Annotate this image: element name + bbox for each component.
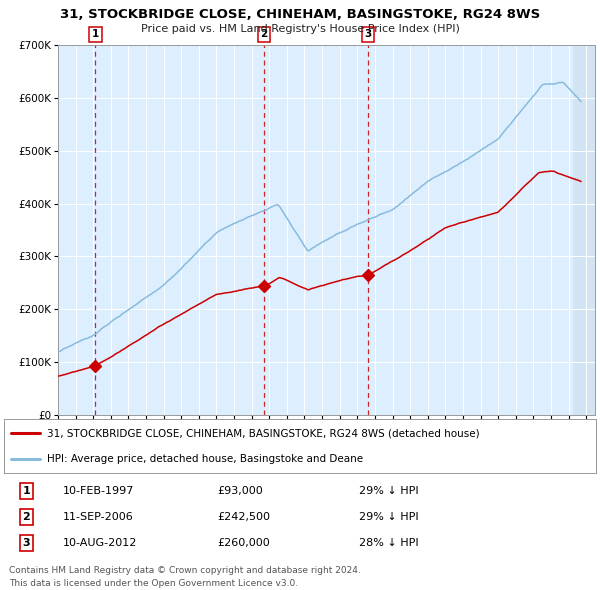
Text: £242,500: £242,500	[217, 512, 270, 522]
Text: 2: 2	[260, 30, 268, 40]
Text: 28% ↓ HPI: 28% ↓ HPI	[359, 538, 419, 548]
Text: HPI: Average price, detached house, Basingstoke and Deane: HPI: Average price, detached house, Basi…	[47, 454, 363, 464]
Text: 11-SEP-2006: 11-SEP-2006	[63, 512, 134, 522]
Bar	[573, 45, 600, 415]
Text: 31, STOCKBRIDGE CLOSE, CHINEHAM, BASINGSTOKE, RG24 8WS: 31, STOCKBRIDGE CLOSE, CHINEHAM, BASINGS…	[60, 8, 540, 21]
Text: This data is licensed under the Open Government Licence v3.0.: This data is licensed under the Open Gov…	[9, 579, 298, 588]
Text: Contains HM Land Registry data © Crown copyright and database right 2024.: Contains HM Land Registry data © Crown c…	[9, 566, 361, 575]
Bar	[573, 45, 600, 415]
Text: 10-AUG-2012: 10-AUG-2012	[63, 538, 137, 548]
Text: 3: 3	[364, 30, 371, 40]
Text: 29% ↓ HPI: 29% ↓ HPI	[359, 486, 419, 496]
Text: Price paid vs. HM Land Registry's House Price Index (HPI): Price paid vs. HM Land Registry's House …	[140, 24, 460, 34]
Text: 1: 1	[92, 30, 99, 40]
Text: 2: 2	[23, 512, 31, 522]
Text: £260,000: £260,000	[217, 538, 270, 548]
Text: 29% ↓ HPI: 29% ↓ HPI	[359, 512, 419, 522]
Text: 3: 3	[23, 538, 31, 548]
Text: £93,000: £93,000	[217, 486, 263, 496]
Text: 1: 1	[23, 486, 31, 496]
Text: 31, STOCKBRIDGE CLOSE, CHINEHAM, BASINGSTOKE, RG24 8WS (detached house): 31, STOCKBRIDGE CLOSE, CHINEHAM, BASINGS…	[47, 428, 479, 438]
Text: 10-FEB-1997: 10-FEB-1997	[63, 486, 134, 496]
